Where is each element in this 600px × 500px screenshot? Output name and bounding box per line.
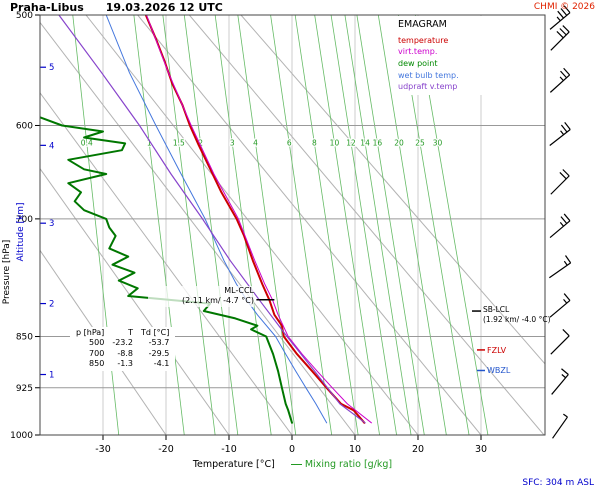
svg-text:850: 850 [16,333,33,343]
svg-text:4: 4 [253,139,258,148]
mlccl-annotation: ML-CCL (2.11 km/ -4.7 °C) [148,286,254,307]
svg-text:925: 925 [16,384,33,394]
svg-text:3: 3 [49,219,54,229]
sblcl-label: SB-LCL [483,305,510,314]
legend-title: EMAGRAM [398,19,447,30]
svg-text:500: 500 [16,11,33,21]
svg-text:16: 16 [373,139,383,148]
temperature-axis-label: Temperature [°C] [192,459,275,470]
svg-text:-30: -30 [95,444,111,455]
legend-item-temperature: temperature [398,35,449,45]
dry-adiabats [40,15,545,435]
station-name: Praha-Libus [10,1,84,14]
svg-text:1000: 1000 [10,431,33,441]
cell-td: -4.1 [153,359,170,369]
sblcl-value: (1.92 km/ -4.0 °C) [483,315,551,325]
mixing-ratio-axis-label: Mixing ratio [g/kg] [290,459,392,470]
svg-text:6: 6 [287,139,292,148]
svg-text:30: 30 [475,444,487,455]
wet-bulb-zero-label: WBZL [487,366,511,375]
col-header-dewpoint: Td [°C] [141,328,170,337]
legend-box: EMAGRAM temperature virt.temp. dew point we… [394,16,502,95]
svg-text:5: 5 [49,63,54,73]
legend-item-wet-bulb-temp-: wet bulb temp. [398,70,459,80]
svg-text:-10: -10 [221,444,237,455]
table-row: 850 -1.3 -4.1 [72,359,173,369]
svg-text:600: 600 [16,121,33,131]
svg-text:2: 2 [49,300,54,310]
svg-text:25: 25 [415,139,425,148]
x-axis-labels: Temperature [°C] Mixing ratio [g/kg] [40,459,545,470]
svg-text:0.4: 0.4 [81,139,93,148]
cell-t: -23.2 [112,338,134,348]
col-header-temp: T [128,328,134,337]
cell-p: 700 [89,348,105,358]
freezing-level-label: FZLV [487,346,507,355]
sounding-table: p [hPa] T Td [°C] 500 -23.2 -53.7 700 -8… [70,327,176,371]
svg-text:20: 20 [412,444,424,455]
svg-text:12: 12 [346,139,356,148]
svg-text:2: 2 [198,139,203,148]
page-title: Praha-Libus 19.03.2026 12 UTC [10,1,223,14]
svg-text:-20: -20 [158,444,174,455]
series-updraft-virt-temp [58,15,366,424]
surface-elevation-label: SFC: 304 m ASL [522,478,594,488]
svg-text:10: 10 [349,444,361,455]
legend-items: temperature virt.temp. dew point wet bulb t… [398,35,498,93]
cell-td: -29.5 [148,348,170,358]
legend-item-virt-temp-: virt.temp. [398,47,438,57]
svg-text:20: 20 [394,139,404,148]
svg-text:8: 8 [312,139,317,148]
altitude-tick-labels: 5 4 3 2 1 [40,63,54,381]
sblcl-annotation: SB-LCL (1.92 km/ -4.0 °C) [483,305,551,325]
table-row: 500 -23.2 -53.7 [72,338,173,348]
wind-barbs [549,5,572,439]
svg-text:30: 30 [433,139,443,148]
cell-p: 850 [89,359,105,369]
table-header-row: p [hPa] T Td [°C] [72,328,173,338]
sounding-datetime: 19.03.2026 12 UTC [105,1,223,14]
legend-item-dew-point: dew point [398,58,438,68]
svg-text:1: 1 [147,139,152,148]
table-row: 700 -8.8 -29.5 [72,349,173,359]
cell-t: -8.8 [117,348,134,358]
altitude-axis-label: Altitude [km] [16,202,26,262]
mixing-ratio-line-sample [290,464,302,465]
cell-t: -1.3 [117,359,134,369]
pressure-tick-labels: 500 600 700 850 925 1000 [10,11,40,441]
svg-text:10: 10 [330,139,340,148]
svg-text:0: 0 [289,444,295,455]
copyright-text: CHMI © 2026 [533,2,595,12]
legend-item-udpraft-v-temp: udpraft v.temp [398,82,458,92]
svg-text:4: 4 [49,141,54,151]
cell-p: 500 [89,338,105,348]
svg-text:3: 3 [230,139,235,148]
mlccl-label: ML-CCL [224,286,254,295]
mlccl-value: (2.11 km/ -4.7 °C) [182,296,254,306]
cell-td: -53.7 [148,338,170,348]
mixing-ratio-labels: 0.4 1 1.5 2 3 4 6 8 10 12 14 16 20 25 30 [80,137,444,149]
temperature-tick-labels: -30 -20 -10 0 10 20 30 [95,435,487,455]
svg-text:1.5: 1.5 [173,139,185,148]
col-header-pressure: p [hPa] [76,328,105,337]
annotation-markers [256,299,485,372]
svg-text:14: 14 [360,139,370,148]
pressure-axis-label: Pressure [hPa] [2,239,12,305]
plot-border [39,14,546,436]
svg-text:1: 1 [49,371,54,381]
svg-text:700: 700 [16,215,33,225]
series-dew-point [40,116,293,424]
